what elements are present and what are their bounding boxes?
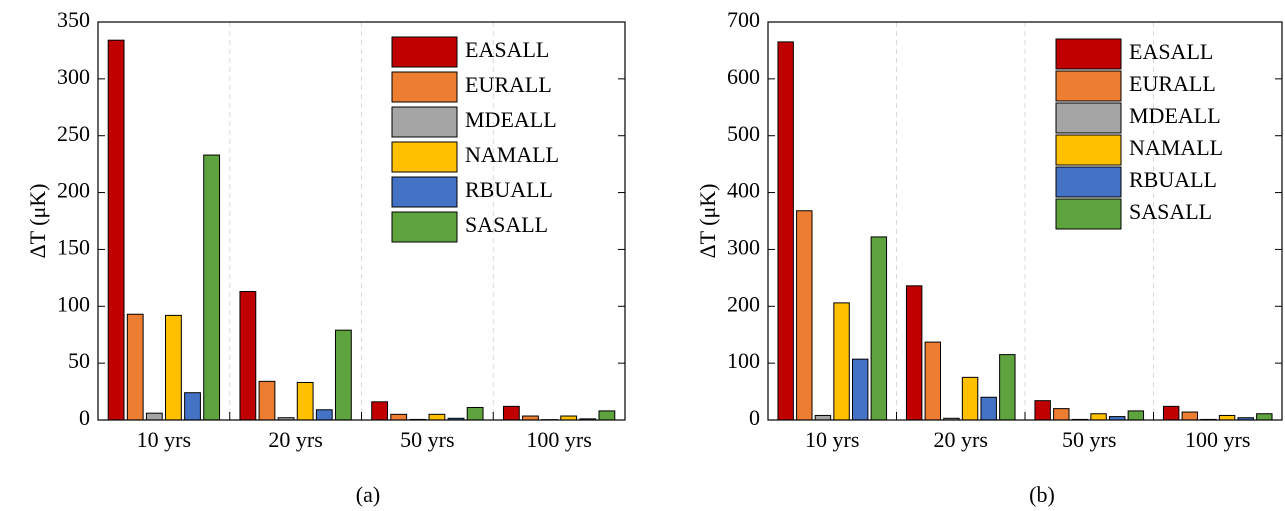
bar [390, 413, 408, 421]
bar [980, 396, 997, 421]
legend-label: NAMALL [465, 142, 559, 167]
bar [1256, 413, 1273, 421]
bar [428, 413, 446, 421]
x-tick-label: 10 yrs [137, 427, 191, 452]
legend-swatch [1055, 38, 1122, 70]
bar [961, 376, 979, 421]
bar [1127, 410, 1145, 421]
legend-swatch [391, 36, 458, 68]
y-tick-label: 500 [727, 121, 760, 146]
y-tick-label: 300 [727, 234, 760, 259]
bar [184, 392, 201, 421]
bar [1090, 413, 1107, 421]
y-tick-label: 600 [727, 64, 760, 89]
bar [203, 154, 221, 421]
caption: (a) [356, 482, 380, 507]
legend-label: EURALL [1129, 71, 1216, 96]
legend-label: MDEALL [1129, 103, 1221, 128]
x-tick-label: 100 yrs [526, 427, 591, 452]
y-tick-label: 50 [68, 348, 90, 373]
legend-swatch [391, 176, 458, 208]
y-tick-label: 300 [57, 64, 90, 89]
y-axis-label: ΔT (μK) [695, 183, 720, 258]
y-tick-label: 0 [749, 405, 760, 430]
plot-frame [97, 21, 626, 421]
bar [315, 409, 333, 421]
legend-swatch [1055, 134, 1122, 166]
legend-label: RBUALL [1129, 167, 1217, 192]
legend-label: RBUALL [465, 177, 553, 202]
bar [1162, 405, 1180, 421]
bar [107, 39, 125, 421]
bar [466, 406, 484, 421]
legend-label: EURALL [465, 72, 552, 97]
legend-swatch [1055, 198, 1122, 230]
x-tick-label: 10 yrs [805, 427, 859, 452]
bar [165, 314, 182, 421]
bar [833, 302, 850, 421]
bar [924, 341, 942, 421]
bar [126, 313, 144, 421]
legend-swatch [391, 71, 458, 103]
bar [870, 236, 888, 421]
legend-swatch [391, 211, 458, 243]
legend-label: SASALL [1129, 199, 1212, 224]
legend-label: MDEALL [465, 107, 557, 132]
legend-label: NAMALL [1129, 135, 1223, 160]
y-tick-label: 150 [57, 234, 90, 259]
x-tick-label: 50 yrs [1062, 427, 1116, 452]
bar [1034, 400, 1051, 421]
legend-swatch [1055, 70, 1122, 102]
bar [239, 291, 257, 421]
bar [502, 405, 520, 421]
legend-swatch [391, 141, 458, 173]
bar [777, 41, 794, 421]
plot-frame [767, 21, 1283, 421]
y-tick-label: 100 [57, 291, 90, 316]
y-tick-label: 700 [727, 7, 760, 32]
legend-swatch [1055, 166, 1122, 198]
bar [145, 412, 163, 421]
legend-label: SASALL [465, 212, 548, 237]
x-tick-label: 50 yrs [400, 427, 454, 452]
y-tick-label: 200 [57, 178, 90, 203]
y-tick-label: 0 [79, 405, 90, 430]
bar [905, 285, 923, 421]
x-tick-label: 100 yrs [1185, 427, 1250, 452]
legend-label: EASALL [1129, 39, 1213, 64]
bar [334, 329, 352, 421]
bar [1181, 411, 1199, 421]
bar [258, 380, 276, 421]
y-tick-label: 100 [727, 348, 760, 373]
bar [851, 358, 869, 421]
bar [1053, 408, 1070, 421]
caption: (b) [1029, 482, 1055, 507]
bar [796, 210, 813, 421]
y-tick-label: 250 [57, 121, 90, 146]
legend-swatch [1055, 102, 1122, 134]
y-axis-label: ΔT (μK) [25, 183, 50, 258]
bar [598, 410, 616, 421]
x-tick-label: 20 yrs [268, 427, 322, 452]
bar [999, 354, 1016, 421]
y-tick-label: 400 [727, 178, 760, 203]
x-tick-label: 20 yrs [934, 427, 988, 452]
legend-label: EASALL [465, 37, 549, 62]
bar [814, 414, 832, 421]
bar [1218, 414, 1236, 421]
legend-swatch [391, 106, 458, 138]
bar [371, 401, 389, 421]
y-tick-label: 350 [57, 7, 90, 32]
bar [296, 381, 314, 421]
y-tick-label: 200 [727, 291, 760, 316]
